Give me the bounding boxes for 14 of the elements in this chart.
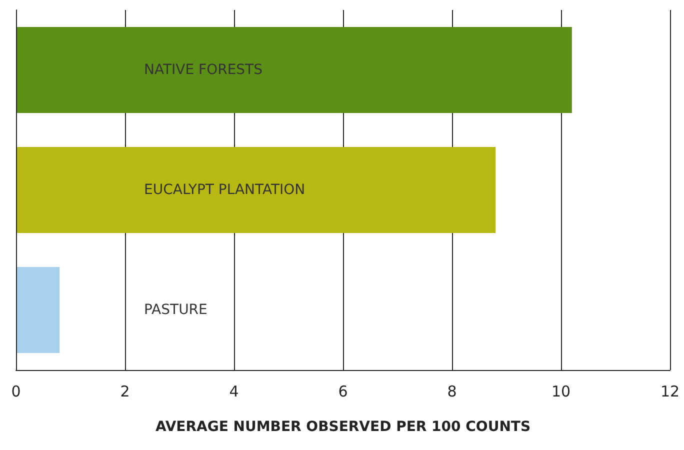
y-tick-label: PASTURE bbox=[144, 302, 208, 318]
x-axis-title: AVERAGE NUMBER OBSERVED PER 100 COUNTS bbox=[155, 419, 531, 435]
x-tick-label: 6 bbox=[338, 382, 348, 400]
x-tick-label: 4 bbox=[229, 382, 239, 400]
bar bbox=[16, 147, 496, 233]
x-tick-label: 2 bbox=[120, 382, 130, 400]
x-tick-label: 10 bbox=[551, 382, 571, 400]
y-tick-label: NATIVE FORESTS bbox=[144, 62, 263, 78]
x-tick-label: 8 bbox=[447, 382, 457, 400]
x-tick-label: 12 bbox=[660, 382, 680, 400]
y-tick-label: EUCALYPT PLANTATION bbox=[144, 182, 306, 198]
bar bbox=[16, 267, 60, 353]
bar bbox=[16, 27, 572, 113]
x-tick-label: 0 bbox=[11, 382, 21, 400]
